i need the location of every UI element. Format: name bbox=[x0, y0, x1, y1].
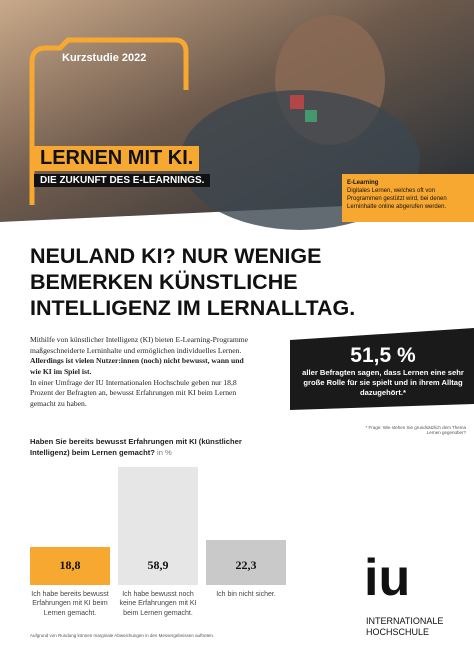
photo-cube bbox=[290, 95, 304, 109]
chart-title: Haben Sie bereits bewusst Erfahrungen mi… bbox=[30, 436, 270, 459]
definition-term: E-Learning bbox=[347, 180, 379, 186]
category-label: Ich habe bereits bewusst Erfahrungen mit… bbox=[31, 591, 109, 617]
headline-line: NEULAND KI? NUR WENIGE bbox=[30, 244, 322, 268]
bar bbox=[30, 547, 110, 585]
headline-line: BEMERKEN KÜNSTLICHE bbox=[30, 269, 298, 294]
bar-value-label: 58,9 bbox=[147, 558, 169, 572]
bar bbox=[118, 467, 198, 585]
body-rest: In einer Umfrage der IU Internationalen … bbox=[30, 377, 237, 408]
stat-box bbox=[290, 328, 474, 410]
subtitle: DIE ZUKUNFT DES E-LEARNINGS. bbox=[34, 174, 211, 187]
bar bbox=[206, 540, 286, 585]
body: Mithilfe von künstlicher Intelligenz (KI… bbox=[30, 335, 255, 409]
headline: NEULAND KI? NUR WENIGE BEMERKEN KÜNSTLICH… bbox=[30, 244, 355, 321]
category-label: Ich habe bewusst noch keine Erfahrungen … bbox=[119, 591, 197, 617]
badge: Kurzstudie 2022 bbox=[62, 52, 147, 64]
definition-box bbox=[342, 174, 474, 222]
body-intro: Mithilfe von künstlicher Intelligenz (KI… bbox=[30, 335, 249, 355]
logo-line: INTERNATIONALE bbox=[366, 616, 444, 626]
logo-name: INTERNATIONALE HOCHSCHULE bbox=[366, 616, 443, 639]
category-label: Ich bin nicht sicher. bbox=[216, 591, 276, 598]
logo-mark: iu bbox=[364, 549, 411, 607]
headline-line: INTELLIGENZ IM LERNALLTAG. bbox=[30, 295, 356, 320]
stat-text: aller Befragten sagen, dass Lernen eine … bbox=[302, 368, 464, 397]
bar-value-label: 22,3 bbox=[235, 558, 257, 572]
bar-value-label: 18,8 bbox=[59, 558, 81, 572]
logo-line: HOCHSCHULE bbox=[366, 627, 430, 638]
photo-cube bbox=[305, 110, 317, 122]
chart-unit: in % bbox=[157, 448, 172, 458]
body-emphasis: Allerdings ist vielen Nutzer:innen (noch… bbox=[30, 356, 244, 376]
definition: E-Learning Digitales Lernen, welches oft… bbox=[347, 179, 469, 211]
definition-text: Digitales Lernen, welches oft von Progra… bbox=[347, 188, 447, 211]
chart-title-text: Haben Sie bereits bewusst Erfahrungen mi… bbox=[30, 437, 242, 458]
folder-frame bbox=[29, 37, 189, 205]
stat: 51,5 % aller Befragten sagen, dass Lerne… bbox=[300, 344, 466, 398]
title: LERNEN MIT KI. bbox=[34, 146, 200, 171]
footnote: Aufgrund von Rundung können marginale Ab… bbox=[30, 633, 215, 638]
stat-value: 51,5 % bbox=[350, 344, 416, 367]
stat-footnote: * Frage: Wie stehen Sie grundsätzlich de… bbox=[365, 425, 466, 435]
